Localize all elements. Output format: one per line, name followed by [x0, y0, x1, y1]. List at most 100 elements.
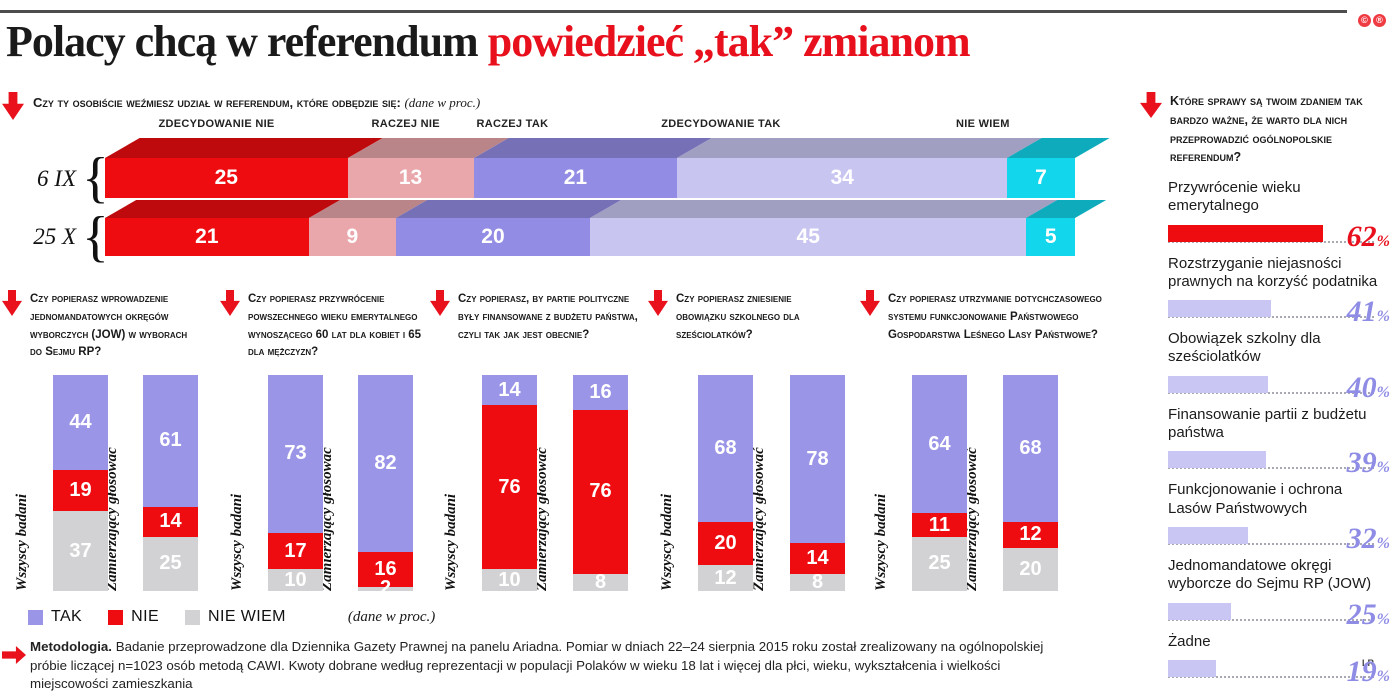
bar-label-zamierzajacy: Zamierzający głosować: [751, 447, 767, 591]
title-red: powiedzieć „tak” zmianom: [487, 17, 971, 66]
segment-value: 82: [374, 452, 397, 475]
segment-tak: 78: [790, 375, 845, 544]
legend-swatch-nie-wiem: [185, 609, 201, 625]
question-block-lasy-panstwowe: Czy popierasz utrzymanie dotychczasowego…: [860, 290, 1120, 344]
stacked-column-zamierzajacy: 16 76 8: [573, 375, 628, 593]
issue-item: Jednomandatowe okręgi wyborcze do Sejmu …: [1168, 556, 1390, 629]
issue-bar-row: 39%: [1168, 445, 1390, 478]
value: 41: [1346, 295, 1377, 329]
sidebar-items: Przywrócenie wieku emerytalnego 62% Rozs…: [1168, 179, 1390, 686]
category-label: NIE WIEM: [955, 118, 1010, 130]
question-text: Czy ty osobiście weźmiesz udział w refer…: [33, 95, 401, 110]
segment-nie: 19: [53, 470, 108, 512]
dotted-leader: [1168, 618, 1374, 621]
value: 25: [1346, 597, 1377, 631]
segment-nie-wiem: 12: [698, 565, 753, 591]
segment-value: 10: [284, 568, 307, 591]
segment-nie-wiem: 20: [1003, 547, 1058, 591]
segment-value: 14: [159, 510, 182, 533]
segment-value: 14: [498, 378, 521, 401]
segment-nie-wiem: 10: [482, 569, 537, 591]
issue-label: Żadne: [1168, 632, 1211, 650]
down-arrow-icon: [1140, 92, 1162, 118]
down-arrow-icon: [2, 290, 22, 316]
issue-bar-row: 19%: [1168, 654, 1390, 686]
segment-value: 12: [1019, 523, 1042, 546]
segment-value: 21: [195, 225, 219, 248]
segment-raczej-tak: 21: [473, 158, 678, 198]
sidebar-question: Które sprawy są twoim zdaniem tak bardzo…: [1140, 92, 1390, 167]
segment-tak: 68: [698, 375, 753, 522]
segment-value: 20: [714, 531, 737, 554]
question-text: Czy popierasz utrzymanie dotychczasowego…: [888, 293, 1102, 341]
segment-nie-wiem: 37: [53, 511, 108, 591]
issue-label: Obowiązek szkolny dla sześciolatków: [1168, 330, 1321, 366]
data-note: (dane w proc.): [347, 608, 436, 625]
down-arrow-icon: [2, 92, 24, 120]
segment-value: 25: [214, 166, 238, 189]
participation-question: Czy ty osobiście weźmiesz udział w refer…: [2, 92, 480, 120]
dotted-leader: [1168, 316, 1374, 319]
down-arrow-icon: [430, 290, 450, 316]
question-block-finansowanie-partii: Czy popierasz, by partie polityczne były…: [430, 290, 642, 344]
copyright-icon: ©: [1358, 14, 1371, 27]
segment-value: 16: [589, 380, 612, 403]
segment-tak: 82: [358, 375, 413, 553]
segment-nie-wiem: 5: [1026, 218, 1075, 256]
segment-value: 11: [928, 513, 951, 536]
issue-bar: [1168, 300, 1271, 318]
unit: %: [1376, 383, 1390, 401]
segment-nie: 12: [1003, 521, 1058, 548]
row-label-6ix: 6 IX: [37, 166, 76, 191]
stacked-column-wszyscy: 64 11 25: [912, 375, 967, 591]
category-label: RACZEJ NIE: [371, 118, 440, 130]
segment-value: 68: [714, 436, 737, 459]
segment-value: 20: [1019, 557, 1042, 580]
segment-nie: 17: [268, 532, 323, 570]
segment-zdecydowanie-nie: 21: [105, 218, 309, 256]
value: 32: [1346, 521, 1377, 555]
credit: LR: [1362, 658, 1374, 668]
issue-item: Rozstrzyganie niejasności prawnych na ko…: [1168, 255, 1390, 327]
value: 40: [1346, 370, 1377, 404]
segment-value: 20: [481, 225, 505, 248]
stacked-bar-row-25x: 21 9 20 45 5: [105, 218, 1075, 256]
stacked-bar-row-6ix: 25 13 21 34 7: [105, 158, 1075, 198]
segment-tak: 73: [268, 375, 323, 533]
segment-zdecydowanie-tak: [589, 200, 1058, 218]
segment-zdecydowanie-tak: 34: [677, 158, 1008, 198]
segment-value: 19: [69, 479, 92, 502]
issue-bar: [1168, 526, 1248, 544]
segment-value: 45: [796, 225, 820, 248]
issue-value: 40%: [1346, 370, 1390, 404]
segment-tak: 16: [573, 375, 628, 410]
segment-nie: 20: [698, 521, 753, 566]
methodology: Metodologia. Badanie przeprowadzone dla …: [0, 638, 1080, 694]
segment-value: 34: [830, 166, 854, 189]
segment-nie: 14: [790, 543, 845, 574]
stacked-column-wszyscy: 14 76 10: [482, 375, 537, 591]
title-black: Polacy chcą w referendum: [6, 17, 488, 66]
category-label: ZDECYDOWANIE NIE: [158, 118, 275, 130]
segment-zdecydowanie-nie: [105, 138, 383, 158]
segment-nie-wiem: 25: [912, 536, 967, 591]
issue-item: Funkcjonowanie i ochrona Lasów Państwowy…: [1168, 481, 1390, 553]
issue-bar-row: 41%: [1168, 294, 1390, 327]
issue-bar: [1168, 375, 1268, 393]
unit: %: [1376, 308, 1390, 326]
question-text: Czy popierasz wprowadzenie jednomandatow…: [30, 293, 188, 359]
segment-value: 76: [589, 480, 612, 503]
segment-value: 76: [498, 475, 521, 498]
segment-value: 61: [159, 429, 182, 452]
question-text: Czy popierasz zniesienie obowiązku szkol…: [676, 293, 800, 341]
issue-label: Przywrócenie wieku emerytalnego: [1168, 179, 1301, 215]
segment-nie-wiem: 25: [143, 536, 198, 591]
stacked-column-wszyscy: 68 20 12: [698, 375, 753, 591]
issue-bar-row: 32%: [1168, 521, 1390, 553]
methodology-lead: Metodologia.: [30, 639, 112, 654]
issue-label: Jednomandatowe okręgi wyborcze do Sejmu …: [1168, 556, 1372, 593]
segment-raczej-tak: [473, 138, 712, 158]
unit: %: [1376, 232, 1390, 250]
bar-label-wszyscy-badani: Wszyscy badani: [14, 493, 30, 591]
legend-label-nie: NIE: [131, 608, 160, 625]
